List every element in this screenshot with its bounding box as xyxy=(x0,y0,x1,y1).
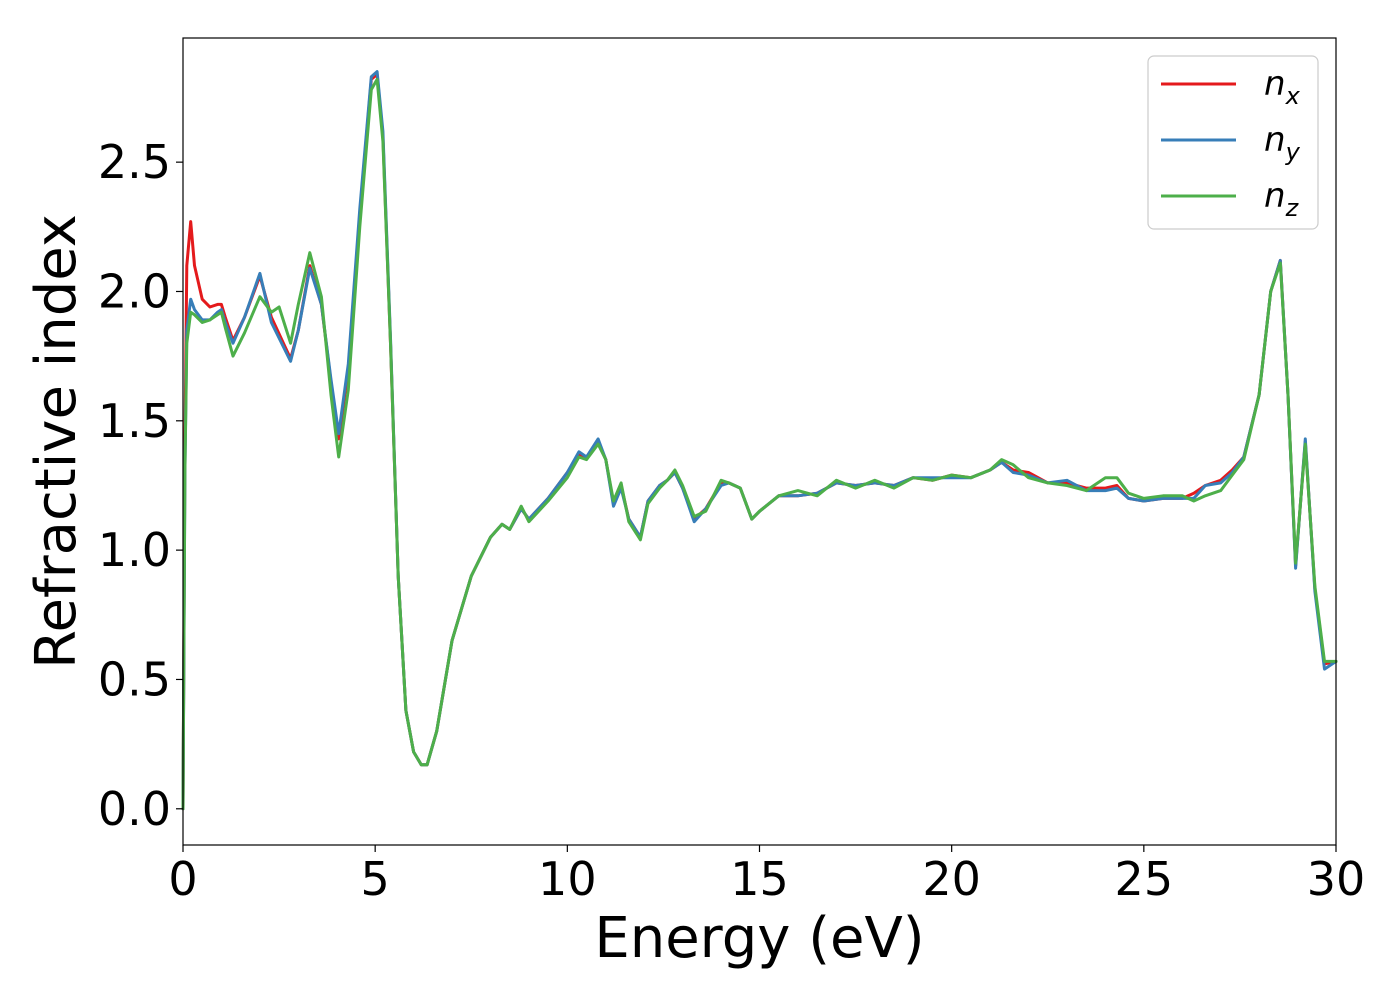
x-tick-label: 0 xyxy=(168,852,197,906)
y-tick-label: 2.5 xyxy=(98,135,171,189)
x-tick-label: 15 xyxy=(730,852,789,906)
legend-label-n-y: ny xyxy=(1264,120,1301,166)
x-tick-label: 30 xyxy=(1307,852,1366,906)
legend-label-n-x: nx xyxy=(1264,64,1301,110)
y-tick-label: 2.0 xyxy=(98,264,171,318)
x-tick-label: 10 xyxy=(538,852,597,906)
y-tick-label: 1.0 xyxy=(98,523,171,577)
x-tick-label: 5 xyxy=(361,852,390,906)
x-axis-label: Energy (eV) xyxy=(594,906,924,971)
x-axis-ticks: 0 5 10 15 20 25 30 xyxy=(168,845,1365,906)
plot-lines xyxy=(181,70,1338,811)
y-tick-label: 0.0 xyxy=(98,782,171,836)
y-axis-ticks: 0.0 0.5 1.0 1.5 2.0 2.5 xyxy=(98,135,183,836)
x-tick-label: 25 xyxy=(1115,852,1174,906)
series-line-n-y xyxy=(181,70,1338,811)
legend-label-n-z: nz xyxy=(1264,176,1300,222)
x-tick-label: 20 xyxy=(922,852,981,906)
y-axis-label: Refractive index xyxy=(24,214,89,669)
y-tick-label: 0.5 xyxy=(98,652,171,706)
legend: nx ny nz xyxy=(1147,55,1319,230)
y-tick-label: 1.5 xyxy=(98,394,171,448)
legend-box xyxy=(1147,55,1319,230)
series-line-n-z xyxy=(181,77,1338,811)
